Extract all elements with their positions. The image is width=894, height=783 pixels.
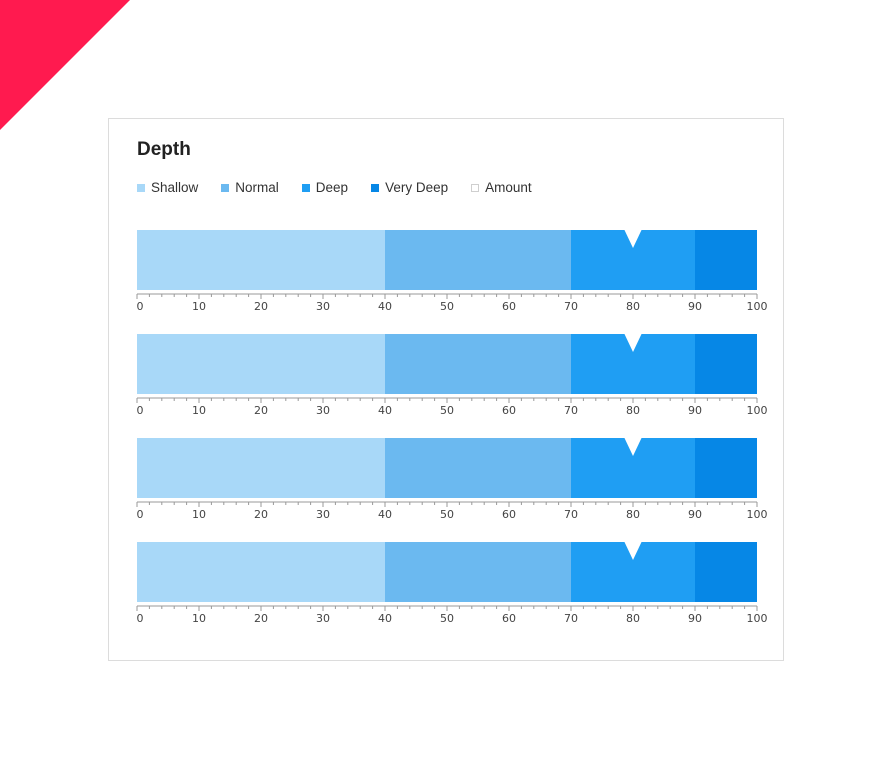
range-very-deep bbox=[695, 230, 757, 290]
range-normal bbox=[385, 334, 571, 394]
legend-swatch bbox=[371, 183, 380, 192]
tick-label: 30 bbox=[316, 300, 330, 313]
tick-label: 0 bbox=[137, 404, 144, 417]
legend-swatch bbox=[221, 183, 230, 192]
tick-label: 50 bbox=[440, 300, 454, 313]
tick-label: 60 bbox=[502, 300, 516, 313]
tick-label: 20 bbox=[254, 508, 268, 521]
legend-item-very-deep[interactable]: Very Deep bbox=[371, 180, 448, 195]
tick-label: 80 bbox=[626, 508, 640, 521]
chart-title: Depth bbox=[137, 139, 191, 160]
tick-label: 20 bbox=[254, 404, 268, 417]
tick-label: 70 bbox=[564, 404, 578, 417]
tick-label: 40 bbox=[378, 612, 392, 625]
legend-swatch bbox=[137, 183, 145, 192]
legend-label: Shallow bbox=[151, 180, 199, 195]
value-marker bbox=[624, 229, 642, 248]
tick-label: 60 bbox=[502, 404, 516, 417]
tick-label: 40 bbox=[378, 300, 392, 313]
value-marker bbox=[624, 541, 642, 560]
range-normal bbox=[385, 542, 571, 602]
tick-label: 50 bbox=[440, 508, 454, 521]
chart-card: Depth Shallow Normal Deep Very Deep Amount 0… bbox=[108, 118, 784, 661]
tick-label: 70 bbox=[564, 612, 578, 625]
tick-label: 100 bbox=[747, 508, 768, 521]
tick-label: 90 bbox=[688, 300, 702, 313]
tick-label: 80 bbox=[626, 612, 640, 625]
tick-label: 50 bbox=[440, 612, 454, 625]
legend-label: Amount bbox=[485, 180, 532, 195]
tick-label: 70 bbox=[564, 508, 578, 521]
range-very-deep bbox=[695, 438, 757, 498]
tick-label: 10 bbox=[192, 612, 206, 625]
tick-label: 10 bbox=[192, 404, 206, 417]
range-normal bbox=[385, 438, 571, 498]
tick-label: 70 bbox=[564, 300, 578, 313]
tick-label: 40 bbox=[378, 508, 392, 521]
range-very-deep bbox=[695, 542, 757, 602]
tick-label: 30 bbox=[316, 612, 330, 625]
legend-label: Very Deep bbox=[385, 180, 449, 195]
tick-label: 50 bbox=[440, 404, 454, 417]
tick-label: 30 bbox=[316, 508, 330, 521]
tick-label: 60 bbox=[502, 508, 516, 521]
tick-label: 40 bbox=[378, 404, 392, 417]
tick-label: 10 bbox=[192, 508, 206, 521]
corner-accent bbox=[0, 0, 130, 130]
tick-label: 20 bbox=[254, 612, 268, 625]
tick-label: 0 bbox=[137, 508, 144, 521]
tick-label: 30 bbox=[316, 404, 330, 417]
tick-label: 20 bbox=[254, 300, 268, 313]
tick-label: 90 bbox=[688, 508, 702, 521]
legend-label: Deep bbox=[315, 180, 349, 195]
range-very-deep bbox=[695, 334, 757, 394]
legend-swatch bbox=[471, 183, 480, 192]
range-shallow bbox=[137, 230, 385, 290]
value-marker bbox=[624, 437, 642, 456]
legend: Shallow Normal Deep Very Deep Amount bbox=[137, 180, 555, 195]
range-normal bbox=[385, 230, 571, 290]
tick-label: 90 bbox=[688, 612, 702, 625]
range-shallow bbox=[137, 542, 385, 602]
tick-label: 80 bbox=[626, 300, 640, 313]
range-shallow bbox=[137, 334, 385, 394]
legend-swatch bbox=[301, 183, 310, 192]
value-marker bbox=[624, 333, 642, 352]
tick-label: 100 bbox=[747, 612, 768, 625]
tick-label: 60 bbox=[502, 612, 516, 625]
legend-label: Normal bbox=[235, 180, 279, 195]
tick-label: 90 bbox=[688, 404, 702, 417]
range-shallow bbox=[137, 438, 385, 498]
tick-label: 100 bbox=[747, 404, 768, 417]
legend-item-amount[interactable]: Amount bbox=[471, 180, 532, 195]
tick-label: 100 bbox=[747, 300, 768, 313]
legend-item-normal[interactable]: Normal bbox=[221, 180, 279, 195]
tick-label: 0 bbox=[137, 300, 144, 313]
tick-label: 0 bbox=[137, 612, 144, 625]
legend-item-shallow[interactable]: Shallow bbox=[137, 180, 198, 195]
tick-label: 80 bbox=[626, 404, 640, 417]
legend-item-deep[interactable]: Deep bbox=[301, 180, 349, 195]
tick-label: 10 bbox=[192, 300, 206, 313]
